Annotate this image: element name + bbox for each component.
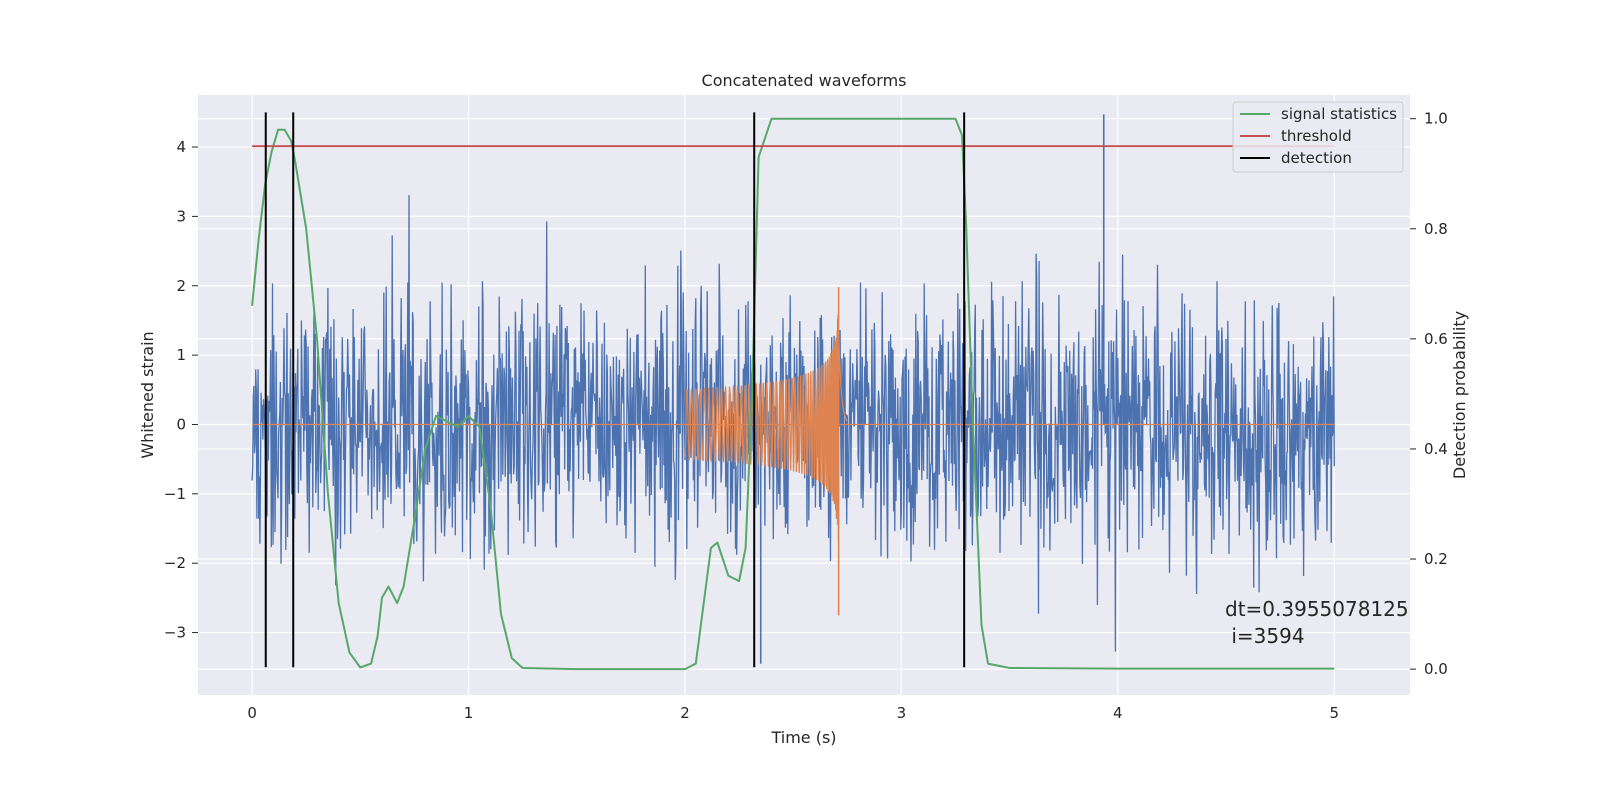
y2-axis-label: Detection probability [1450, 311, 1469, 479]
y2-tick-label: 0.2 [1424, 550, 1448, 568]
y-tick-label: 3 [176, 207, 186, 225]
legend-label-detection: detection [1281, 149, 1352, 167]
plot-area [251, 112, 1335, 671]
series-waveform-line [684, 314, 848, 542]
y2-tick-label: 0.4 [1424, 440, 1448, 458]
x-tick-label: 1 [464, 704, 474, 722]
x-tick-label: 4 [1113, 704, 1123, 722]
x-tick-label: 3 [897, 704, 907, 722]
y-tick-label: 0 [176, 415, 186, 433]
y-tick-label: 1 [176, 346, 186, 364]
x-tick-label: 2 [680, 704, 690, 722]
annotation-i: i=3594 [1225, 624, 1305, 648]
chart-title: Concatenated waveforms [702, 71, 907, 90]
y-axis-label: Whitened strain [138, 331, 157, 458]
series-signal-statistics-line [251, 117, 1335, 671]
y2-tick-label: 0.8 [1424, 220, 1448, 238]
y-tick-label: −2 [164, 554, 186, 572]
legend: signal statistics threshold detection [1232, 101, 1404, 173]
x-axis-label: Time (s) [770, 728, 836, 747]
legend-box [1232, 101, 1404, 173]
x-tick-label: 0 [247, 704, 257, 722]
y2-tick-label: 0.6 [1424, 330, 1448, 348]
y2-axis: 0.0 0.2 0.4 0.6 0.8 1.0 [1410, 110, 1448, 678]
x-tick-label: 5 [1329, 704, 1339, 722]
legend-label-signal-statistics: signal statistics [1281, 105, 1397, 123]
legend-label-threshold: threshold [1281, 127, 1352, 145]
y-tick-label: 2 [176, 277, 186, 295]
y-axis: −3 −2 −1 0 1 2 3 4 [164, 138, 198, 642]
annotation-dt: dt=0.3955078125 [1225, 597, 1409, 621]
y-tick-label: −3 [164, 624, 186, 642]
y-tick-label: −1 [164, 485, 186, 503]
x-axis: 0 1 2 3 4 5 [247, 704, 1339, 722]
y2-tick-label: 0.0 [1424, 660, 1448, 678]
y-tick-label: 4 [176, 138, 186, 156]
y2-tick-label: 1.0 [1424, 110, 1448, 128]
